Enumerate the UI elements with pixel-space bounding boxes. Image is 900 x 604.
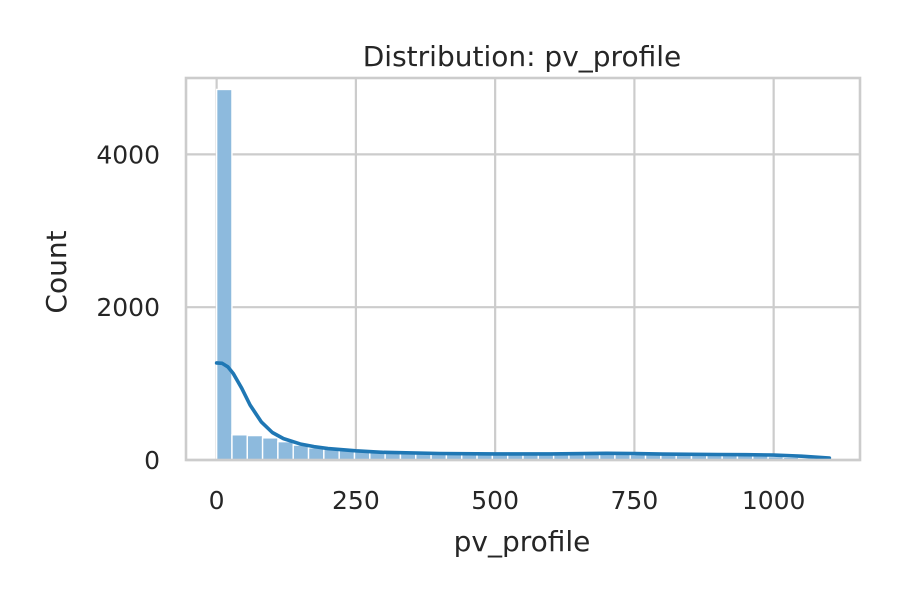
x-tick-label: 750 — [611, 486, 659, 515]
histogram-bar — [246, 434, 264, 461]
y-tick-label: 4000 — [96, 140, 160, 169]
grid-lines — [186, 78, 860, 462]
y-tick-labels: 0 2000 4000 — [96, 140, 160, 475]
histogram-bars — [215, 88, 831, 461]
y-tick-label: 2000 — [96, 293, 160, 322]
histogram-bar — [261, 437, 279, 461]
y-axis-label: Count — [40, 230, 73, 313]
kde-curve — [214, 361, 832, 460]
histogram-bar — [277, 440, 294, 461]
axes-frame — [184, 76, 862, 462]
histogram-bar — [292, 444, 310, 461]
x-tick-label: 250 — [332, 486, 380, 515]
histogram-bar — [231, 434, 248, 461]
x-tick-labels: 0 250 500 750 1000 — [209, 486, 806, 515]
histogram-bar — [307, 447, 325, 461]
x-axis-label: pv_profile — [454, 525, 591, 558]
histogram-bar — [215, 88, 233, 461]
x-tick-label: 1000 — [742, 486, 806, 515]
y-tick-label: 0 — [144, 446, 160, 475]
x-tick-label: 0 — [209, 486, 225, 515]
x-tick-label: 500 — [471, 486, 519, 515]
chart-title: Distribution: pv_profile — [363, 40, 681, 73]
